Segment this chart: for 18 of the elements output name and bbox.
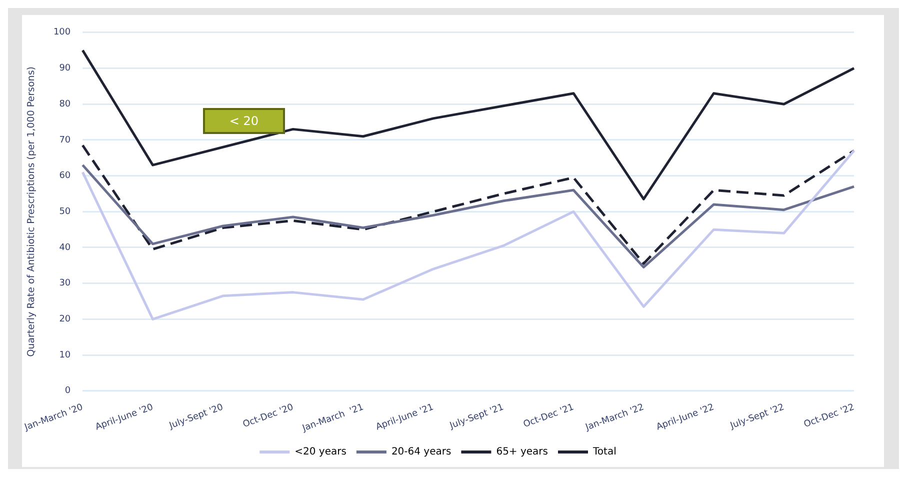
y-tick-label: 100 (53, 28, 71, 38)
y-tick-label: 90 (59, 64, 71, 74)
legend-label: 20-64 years (391, 446, 452, 458)
y-tick-label: 20 (59, 314, 71, 325)
y-tick-label: 50 (59, 206, 71, 217)
legend-label: 65+ years (496, 446, 548, 458)
y-tick-label: 60 (59, 171, 71, 182)
y-tick-label: 70 (59, 135, 71, 146)
y-tick-label: 40 (59, 242, 71, 253)
legend-label: <20 years (294, 446, 346, 458)
y-tick-label: 80 (59, 99, 71, 110)
y-tick-label: 10 (59, 350, 71, 360)
line-series (81, 144, 856, 265)
callout-box: < 20 (203, 108, 285, 134)
y-tick-label: 0 (64, 386, 71, 396)
legend-label: Total (592, 446, 616, 458)
y-tick-label: 30 (59, 278, 71, 289)
y-axis-title: Quarterly Rate of Antibiotic Prescriptions (per 1,000 Persons) (26, 66, 38, 357)
